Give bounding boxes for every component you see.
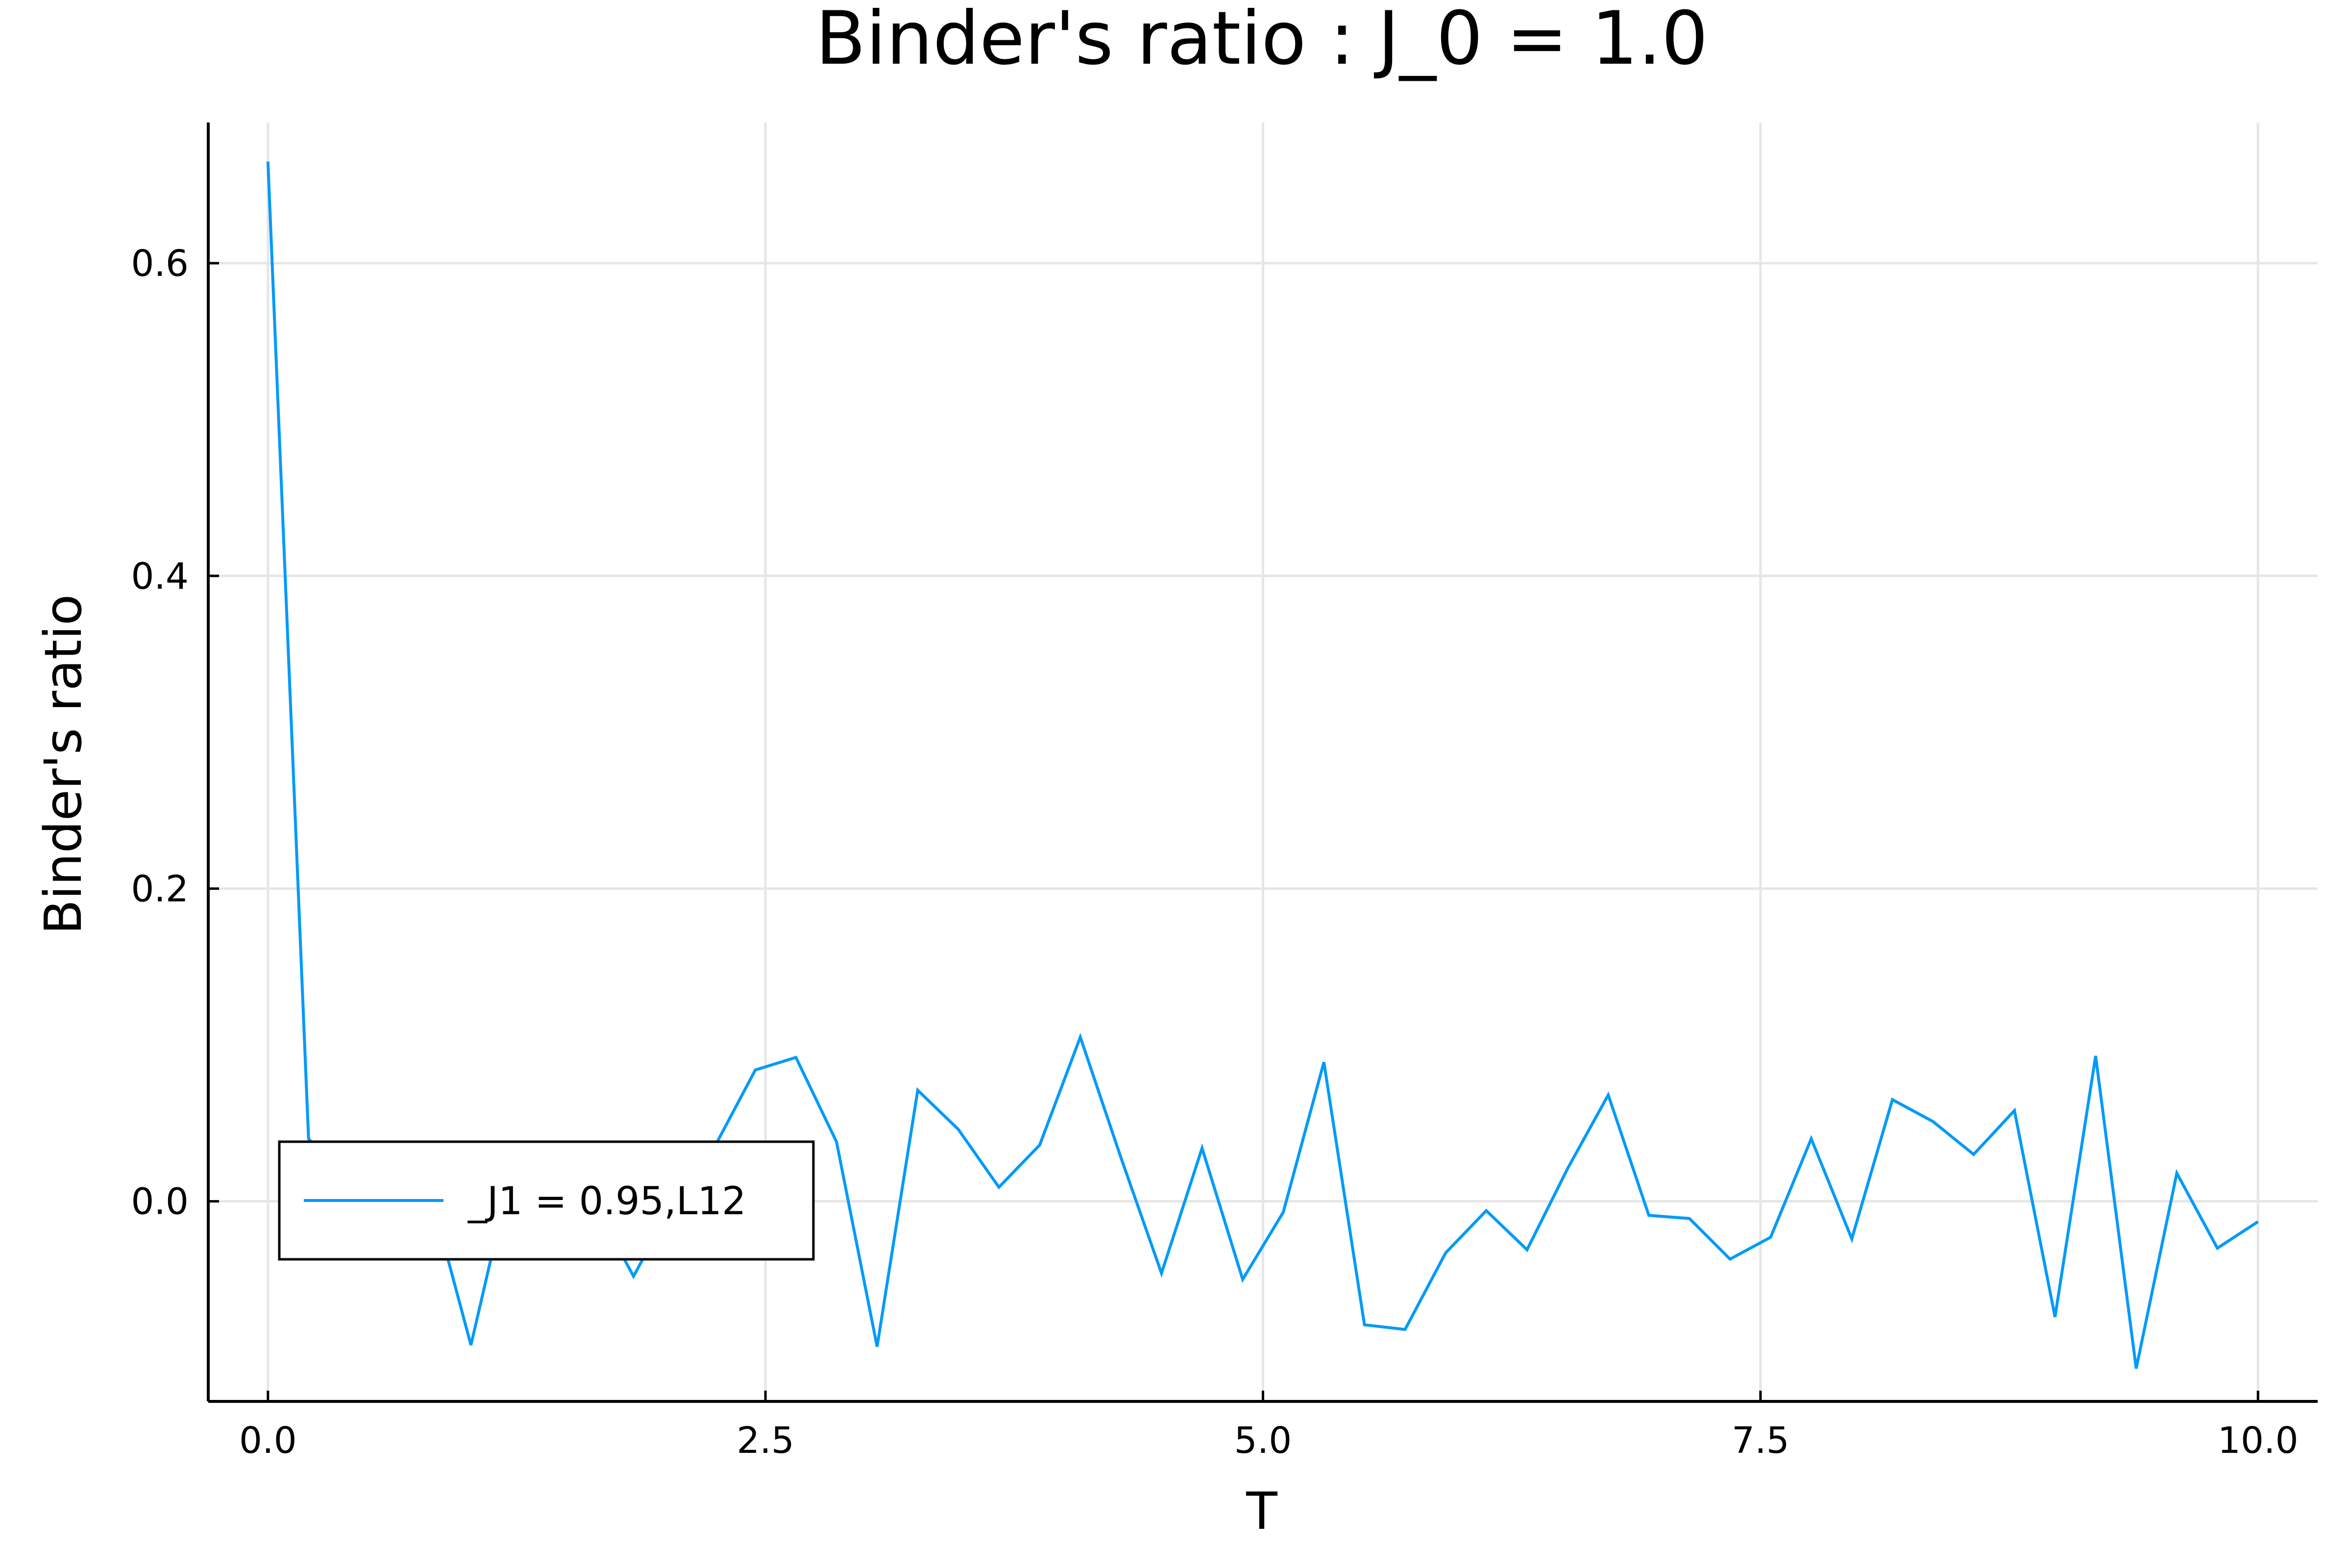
x-tick-label: 2.5	[736, 1420, 794, 1462]
chart-title: Binder's ratio : J_0 = 1.0	[815, 0, 1708, 81]
y-tick-label: 0.0	[131, 1181, 189, 1223]
x-tick-label: 10.0	[2218, 1420, 2299, 1462]
y-tick-label: 0.4	[131, 555, 189, 597]
y-tick-label: 0.2	[131, 868, 189, 910]
legend: _J1 = 0.95,L12	[278, 1140, 815, 1261]
y-tick-label: 0.6	[131, 243, 189, 285]
x-tick-label: 0.0	[239, 1420, 297, 1462]
x-tick-label: 7.5	[1732, 1420, 1789, 1462]
x-tick-label: 5.0	[1234, 1420, 1292, 1462]
legend-entry-label: _J1 = 0.95,L12	[467, 1179, 746, 1224]
ticks: 0.0 2.5 5.0 7.5 10.0 0.0 0.2 0.4 0.6	[131, 243, 2298, 1462]
x-axis-label: T	[1246, 1481, 1277, 1541]
y-axis-label: Binder's ratio	[33, 594, 93, 935]
